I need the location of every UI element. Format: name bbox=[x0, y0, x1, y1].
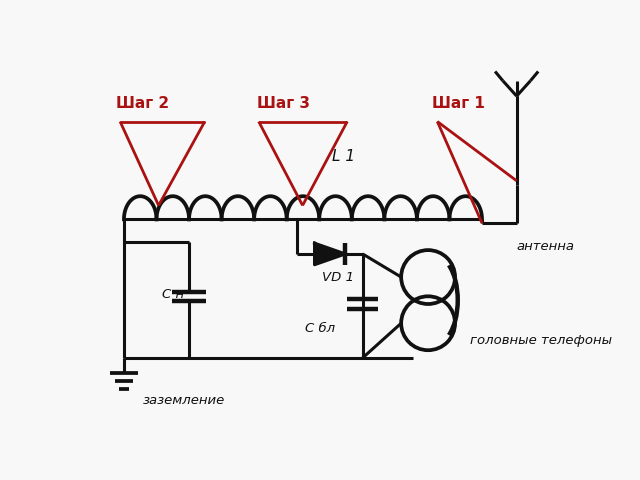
Text: заземление: заземление bbox=[143, 394, 225, 407]
Text: антенна: антенна bbox=[516, 240, 575, 253]
Text: Шаг 3: Шаг 3 bbox=[257, 96, 310, 111]
Text: Шаг 1: Шаг 1 bbox=[432, 96, 485, 111]
Text: Шаг 2: Шаг 2 bbox=[116, 96, 170, 111]
Text: С бл: С бл bbox=[305, 322, 335, 335]
Text: L 1: L 1 bbox=[332, 149, 355, 164]
Text: VD 1: VD 1 bbox=[322, 271, 354, 284]
Text: С н: С н bbox=[163, 288, 184, 301]
Polygon shape bbox=[314, 243, 346, 265]
Text: головные телефоны: головные телефоны bbox=[470, 335, 612, 348]
